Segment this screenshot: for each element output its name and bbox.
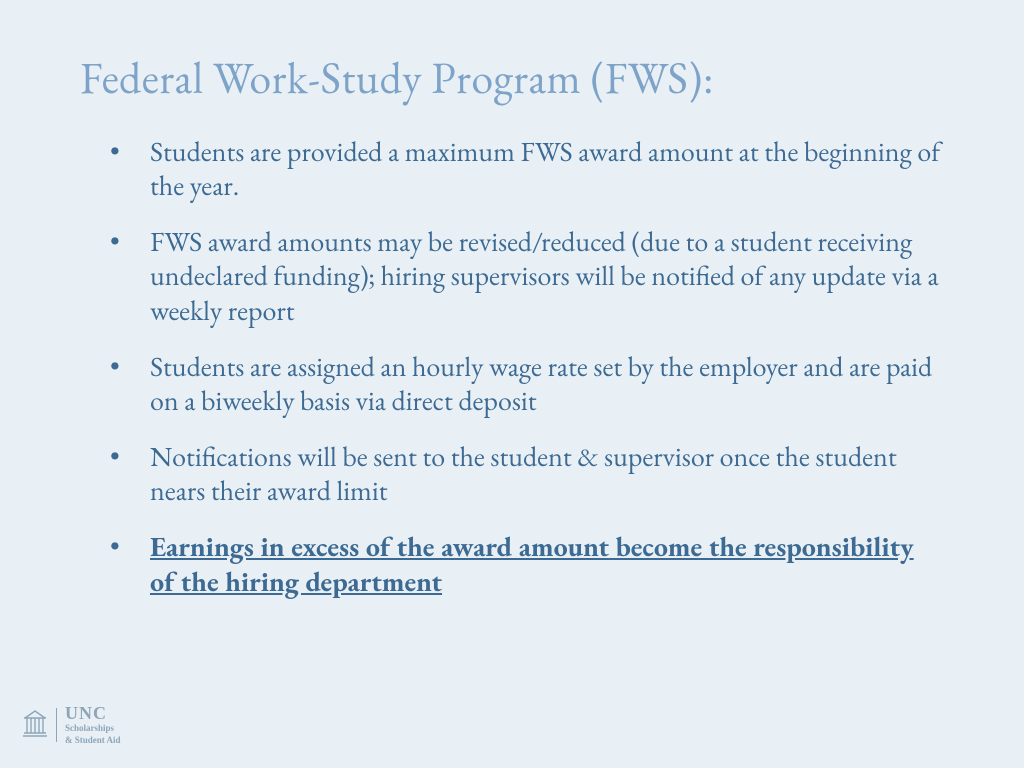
- footer-divider: [56, 708, 57, 742]
- bullet-text: FWS award amounts may be revised/reduced…: [150, 224, 939, 328]
- bullet-text: Students are assigned an hourly wage rat…: [150, 349, 932, 419]
- footer-sub-line-2: & Student Aid: [65, 736, 121, 746]
- slide-title: Federal Work-Study Program (FWS):: [80, 50, 944, 107]
- bullet-item: Notifications will be sent to the studen…: [110, 440, 944, 508]
- footer-text: UNC Scholarships & Student Aid: [65, 704, 121, 746]
- bullet-text: Notifications will be sent to the studen…: [150, 439, 897, 509]
- bullet-item: FWS award amounts may be revised/reduced…: [110, 225, 944, 327]
- slide: Federal Work-Study Program (FWS): Studen…: [0, 0, 1024, 768]
- bullet-item: Students are assigned an hourly wage rat…: [110, 350, 944, 418]
- building-icon: [22, 708, 48, 743]
- footer-sub-line-1: Scholarships: [65, 724, 121, 734]
- bullet-text: Students are provided a maximum FWS awar…: [150, 134, 940, 204]
- footer-logo: UNC Scholarships & Student Aid: [22, 704, 121, 746]
- bullet-list: Students are provided a maximum FWS awar…: [80, 135, 944, 599]
- bullet-item: Earnings in excess of the award amount b…: [110, 530, 944, 598]
- bullet-item: Students are provided a maximum FWS awar…: [110, 135, 944, 203]
- footer-org: UNC: [65, 704, 121, 722]
- bullet-text-emphasis: Earnings in excess of the award amount b…: [150, 529, 914, 599]
